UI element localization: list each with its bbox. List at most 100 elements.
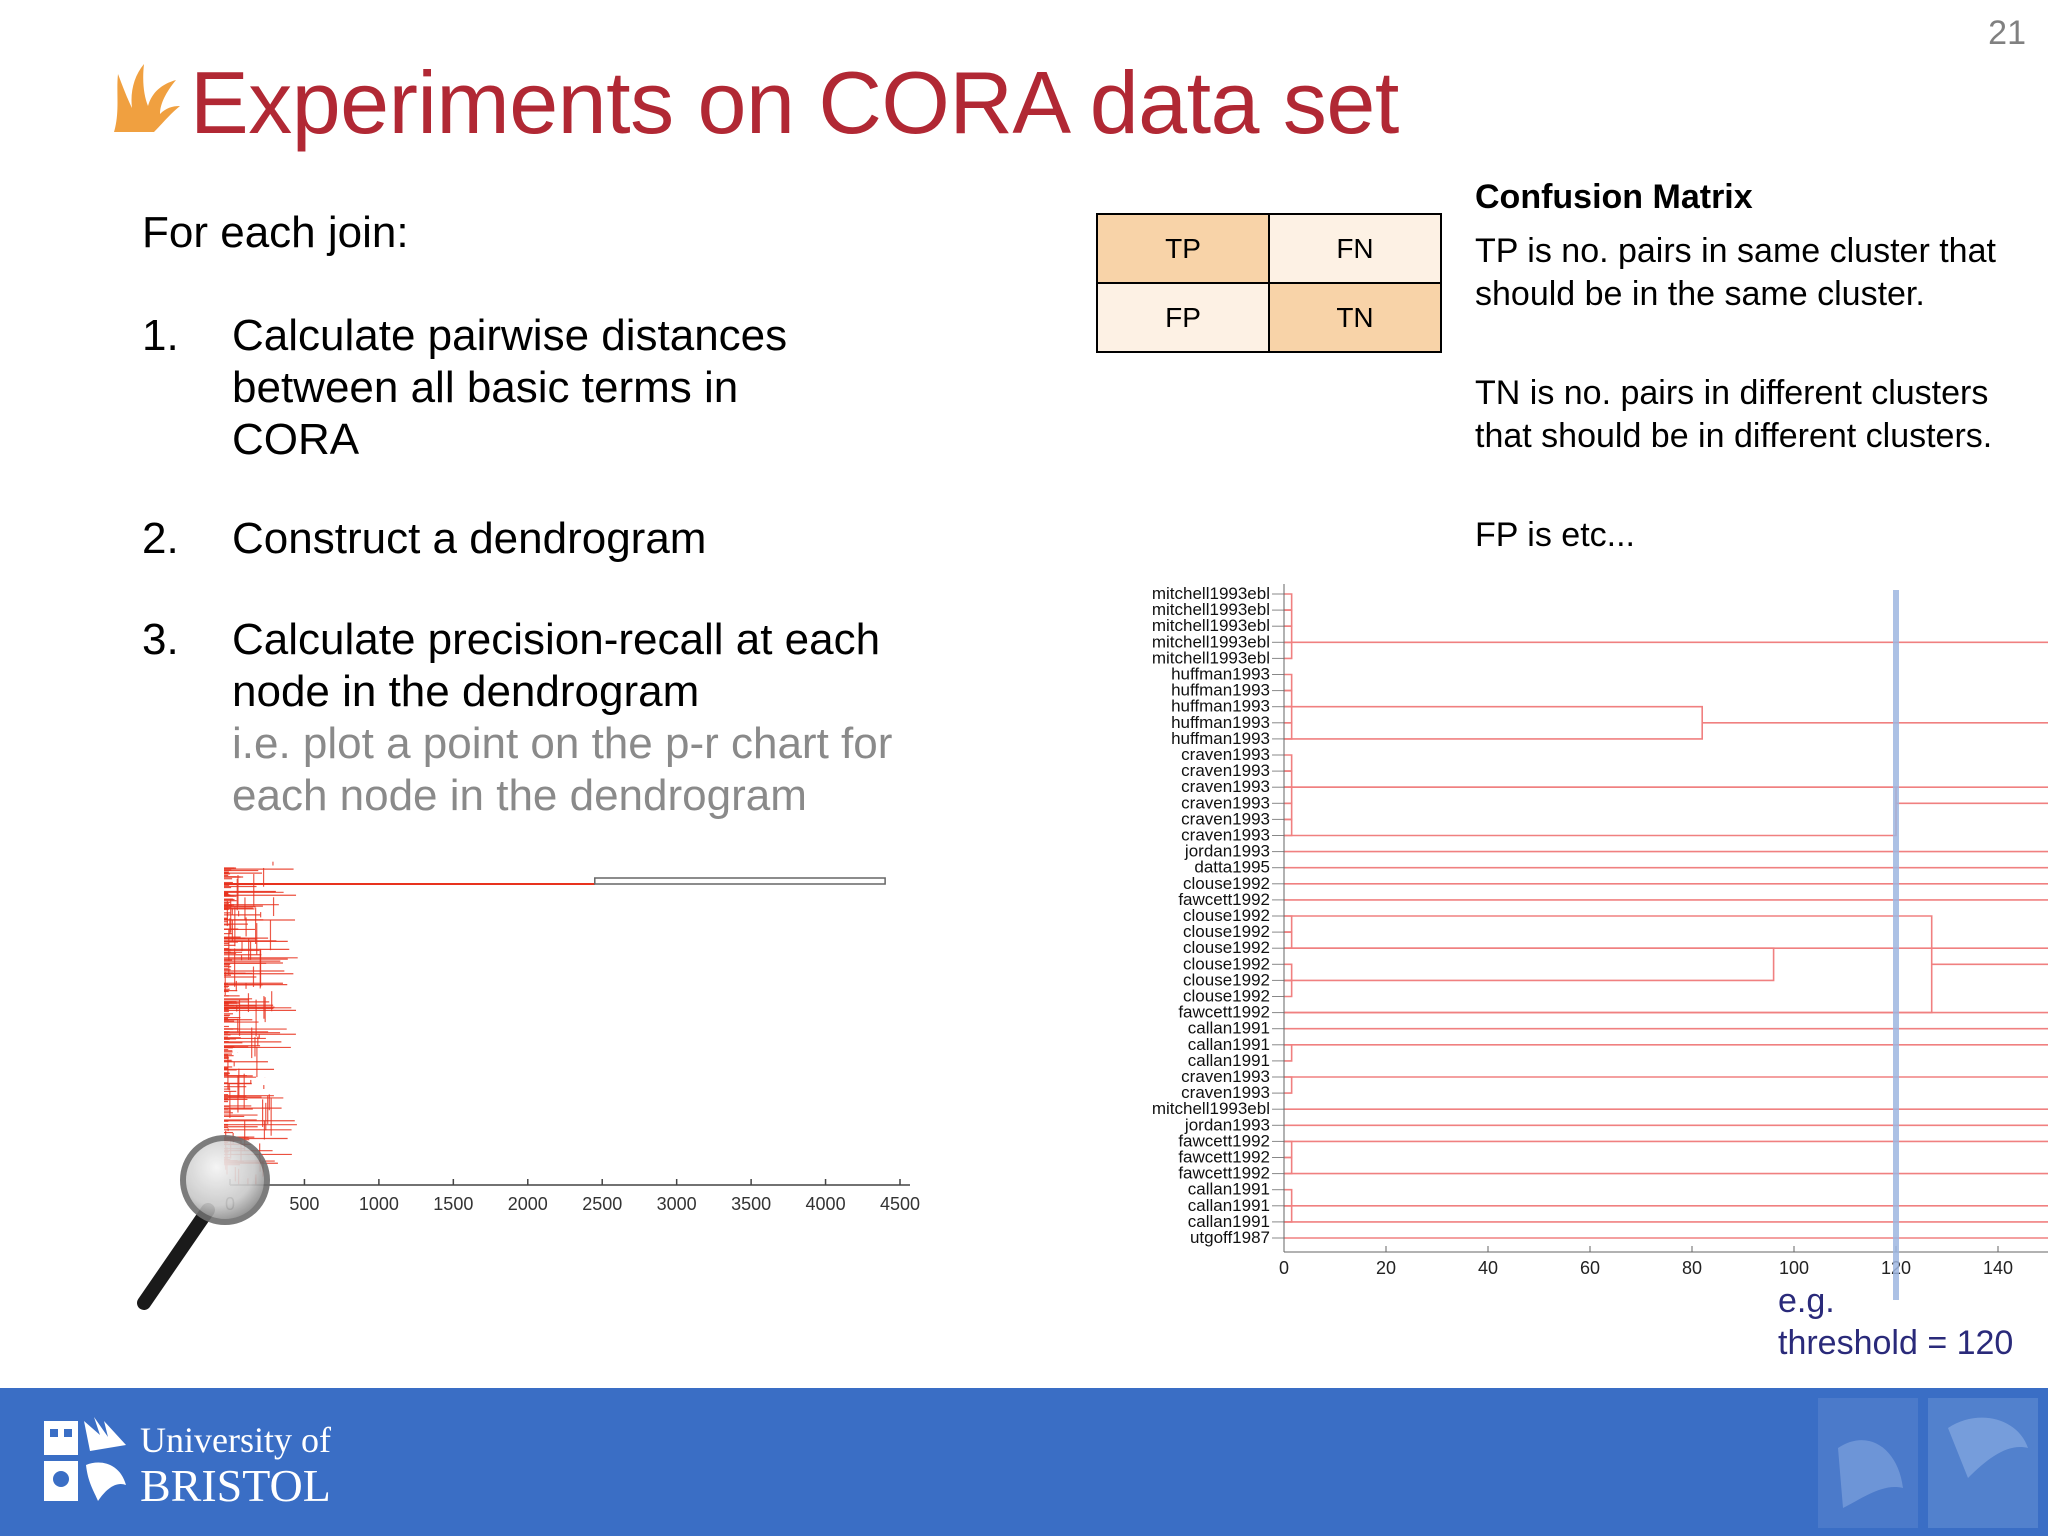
leaf-label: craven1993 xyxy=(1181,809,1270,828)
dendrogram-merge xyxy=(1284,689,1293,708)
leaf-label: jordan1993 xyxy=(1184,842,1270,861)
step-text: Calculate precision-recall at each node … xyxy=(232,615,881,716)
dendrogram-merge xyxy=(1284,1188,1293,1207)
leaf-label: huffman1993 xyxy=(1171,665,1270,684)
threshold-caption-line1: e.g. xyxy=(1778,1282,1835,1320)
step-text: Construct a dendrogram xyxy=(232,514,707,563)
logo-line-2: BRISTOL xyxy=(140,1460,331,1511)
leaf-label: clouse1992 xyxy=(1183,938,1270,957)
tp-definition: TP is no. pairs in same cluster that sho… xyxy=(1475,232,1996,313)
leaf-label: clouse1992 xyxy=(1183,987,1270,1006)
cora-dendrogram-chart: mitchell1993eblmitchell1993eblmitchell19… xyxy=(1152,584,2048,1300)
dendrogram-merge xyxy=(1284,641,1293,660)
leaf-label: clouse1992 xyxy=(1183,954,1270,973)
leaf-label: callan1991 xyxy=(1188,1212,1270,1231)
footer-bar xyxy=(0,1388,2048,1536)
leaf-label: fawcett1992 xyxy=(1178,1131,1270,1150)
x-tick-label: 3500 xyxy=(731,1194,771,1214)
dendrogram-merge xyxy=(1284,963,1293,982)
leaf-label: huffman1993 xyxy=(1171,697,1270,716)
dendrogram-merge xyxy=(1284,673,1293,692)
leaf-label: mitchell1993ebl xyxy=(1152,632,1270,651)
x-tick-label: 20 xyxy=(1376,1258,1396,1278)
leaf-label: huffman1993 xyxy=(1171,729,1270,748)
dendrogram-merge xyxy=(1284,786,1897,837)
step-number: 3. xyxy=(142,615,179,664)
leaf-label: clouse1992 xyxy=(1183,922,1270,941)
dendrogram-merge xyxy=(1284,915,1933,1014)
dendrogram-merge xyxy=(1284,947,1775,982)
leaf-label: huffman1993 xyxy=(1171,681,1270,700)
step-number: 1. xyxy=(142,311,179,360)
leaf-label: mitchell1993ebl xyxy=(1152,600,1270,619)
leaf-label: fawcett1992 xyxy=(1178,1003,1270,1022)
leaf-label: mitchell1993ebl xyxy=(1152,584,1270,603)
dendrogram-merge xyxy=(1284,722,1293,740)
leaf-label: craven1993 xyxy=(1181,1067,1270,1086)
cell-tn: TN xyxy=(1268,282,1442,353)
leaf-label: jordan1993 xyxy=(1184,1115,1270,1134)
dendrogram-merge xyxy=(1284,1140,1293,1159)
leaf-label: datta1995 xyxy=(1194,858,1270,877)
x-tick-label: 100 xyxy=(1779,1258,1809,1278)
dendrogram-merge xyxy=(1284,947,2048,1127)
x-tick-label: 0 xyxy=(1279,1258,1289,1278)
dendrogram-merge xyxy=(1284,625,1293,644)
dendrogram-merge xyxy=(1284,770,1293,788)
x-tick-label: 4000 xyxy=(806,1194,846,1214)
confusion-matrix-table: TP FN FP TN xyxy=(1096,213,1442,353)
x-tick-label: 1500 xyxy=(433,1194,473,1214)
tn-definition: TN is no. pairs in different clusters th… xyxy=(1475,374,1993,455)
x-tick-label: 60 xyxy=(1580,1258,1600,1278)
x-tick-label: 40 xyxy=(1478,1258,1498,1278)
crest-logo-icon xyxy=(44,1417,126,1501)
intro-text: For each join: xyxy=(142,208,409,257)
dendrogram-merge xyxy=(1284,754,1293,772)
x-tick-label: 1000 xyxy=(359,1194,399,1214)
dendrogram-leaf-labels: mitchell1993eblmitchell1993eblmitchell19… xyxy=(1152,584,1284,1247)
leaf-label: mitchell1993ebl xyxy=(1152,648,1270,667)
dendrogram-merge xyxy=(1284,1156,1293,1175)
dendrogram-merge xyxy=(1284,786,1293,805)
dendrogram-merge xyxy=(1284,915,1293,933)
step-subtext: i.e. plot a point on the p-r chart for e… xyxy=(232,719,893,820)
university-crest-watermark xyxy=(1788,1388,2048,1536)
cell-fp: FP xyxy=(1096,282,1270,353)
leaf-label: huffman1993 xyxy=(1171,713,1270,732)
leaf-label: clouse1992 xyxy=(1183,874,1270,893)
leaf-label: callan1991 xyxy=(1188,1019,1270,1038)
dendrogram-merge xyxy=(1284,818,1293,837)
leaf-label: fawcett1992 xyxy=(1178,1148,1270,1167)
leaf-label: clouse1992 xyxy=(1183,906,1270,925)
small-dendrogram-branches xyxy=(224,861,886,1185)
x-tick-label: 2500 xyxy=(582,1194,622,1214)
magnifying-glass-icon xyxy=(137,1135,270,1310)
x-tick-label: 3000 xyxy=(657,1194,697,1214)
x-tick-label: 4500 xyxy=(880,1194,920,1214)
cell-fn: FN xyxy=(1268,213,1442,284)
leaf-label: craven1993 xyxy=(1181,1083,1270,1102)
slide-number: 21 xyxy=(1988,14,2026,52)
threshold-caption: e.g. threshold = 120 xyxy=(1778,1280,2013,1364)
leaf-label: mitchell1993ebl xyxy=(1152,1099,1270,1118)
dendrogram-merge xyxy=(1284,979,1293,998)
leaf-label: craven1993 xyxy=(1181,826,1270,845)
leaf-label: craven1993 xyxy=(1181,761,1270,780)
university-logo: University of BRISTOL xyxy=(40,1415,360,1515)
dendrogram-branches xyxy=(1284,593,2048,1239)
dendrogram-root-branch xyxy=(594,877,886,885)
fp-definition: FP is etc... xyxy=(1475,516,1635,554)
confusion-matrix-heading: Confusion Matrix xyxy=(1475,178,1753,216)
logo-line-1: University of xyxy=(140,1420,331,1460)
dendrogram-merge xyxy=(1284,609,1293,627)
leaf-label: craven1993 xyxy=(1181,745,1270,764)
x-tick-label: 500 xyxy=(289,1194,319,1214)
dendrogram-merge xyxy=(1284,593,1293,611)
leaf-label: craven1993 xyxy=(1181,793,1270,812)
leaf-label: mitchell1993ebl xyxy=(1152,616,1270,635)
x-tick-label: 140 xyxy=(1983,1258,2013,1278)
flame-bullet-icon xyxy=(114,64,180,132)
leaf-label: fawcett1992 xyxy=(1178,890,1270,909)
dendrogram-merge xyxy=(1284,1205,1293,1223)
slide-title: Experiments on CORA data set xyxy=(190,53,1399,152)
